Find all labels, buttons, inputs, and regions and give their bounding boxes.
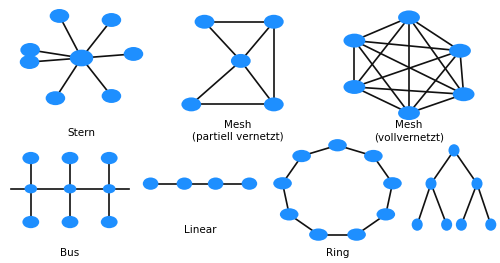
Ellipse shape: [102, 13, 121, 27]
Ellipse shape: [62, 152, 78, 164]
Ellipse shape: [441, 219, 452, 231]
Ellipse shape: [426, 178, 436, 190]
Ellipse shape: [101, 216, 117, 228]
Ellipse shape: [344, 80, 365, 94]
Ellipse shape: [242, 178, 257, 190]
Ellipse shape: [24, 184, 37, 193]
Ellipse shape: [194, 15, 214, 29]
Ellipse shape: [472, 178, 482, 190]
Ellipse shape: [364, 150, 382, 162]
Ellipse shape: [309, 229, 328, 241]
Ellipse shape: [383, 177, 402, 189]
Ellipse shape: [101, 152, 117, 164]
Ellipse shape: [124, 47, 143, 61]
Ellipse shape: [264, 97, 283, 111]
Ellipse shape: [398, 106, 420, 120]
Ellipse shape: [486, 219, 496, 231]
Text: Bus: Bus: [60, 248, 80, 258]
Ellipse shape: [264, 15, 283, 29]
Text: Ring: Ring: [326, 248, 349, 258]
Ellipse shape: [64, 184, 76, 193]
Ellipse shape: [20, 55, 40, 69]
Ellipse shape: [70, 50, 93, 66]
Ellipse shape: [182, 97, 201, 111]
Ellipse shape: [448, 144, 460, 156]
Ellipse shape: [412, 219, 422, 231]
Ellipse shape: [143, 178, 158, 190]
Ellipse shape: [449, 44, 471, 58]
Ellipse shape: [22, 152, 39, 164]
Ellipse shape: [46, 91, 65, 105]
Ellipse shape: [456, 219, 467, 231]
Ellipse shape: [20, 43, 40, 57]
Ellipse shape: [62, 216, 78, 228]
Ellipse shape: [102, 89, 121, 103]
Ellipse shape: [176, 178, 192, 190]
Ellipse shape: [344, 34, 365, 48]
Text: Stern: Stern: [68, 128, 96, 138]
Ellipse shape: [231, 54, 250, 68]
Text: Mesh
(partiell vernetzt): Mesh (partiell vernetzt): [192, 120, 284, 142]
Ellipse shape: [103, 184, 116, 193]
Ellipse shape: [280, 208, 298, 220]
Ellipse shape: [22, 216, 39, 228]
Text: Mesh
(vollvernetzt): Mesh (vollvernetzt): [374, 120, 444, 142]
Ellipse shape: [398, 11, 420, 24]
Ellipse shape: [273, 177, 292, 189]
Ellipse shape: [50, 9, 69, 23]
Ellipse shape: [208, 178, 224, 190]
Ellipse shape: [328, 139, 347, 151]
Ellipse shape: [348, 229, 366, 241]
Ellipse shape: [452, 87, 474, 101]
Ellipse shape: [292, 150, 311, 162]
Ellipse shape: [376, 208, 395, 220]
Text: Linear: Linear: [184, 225, 216, 235]
